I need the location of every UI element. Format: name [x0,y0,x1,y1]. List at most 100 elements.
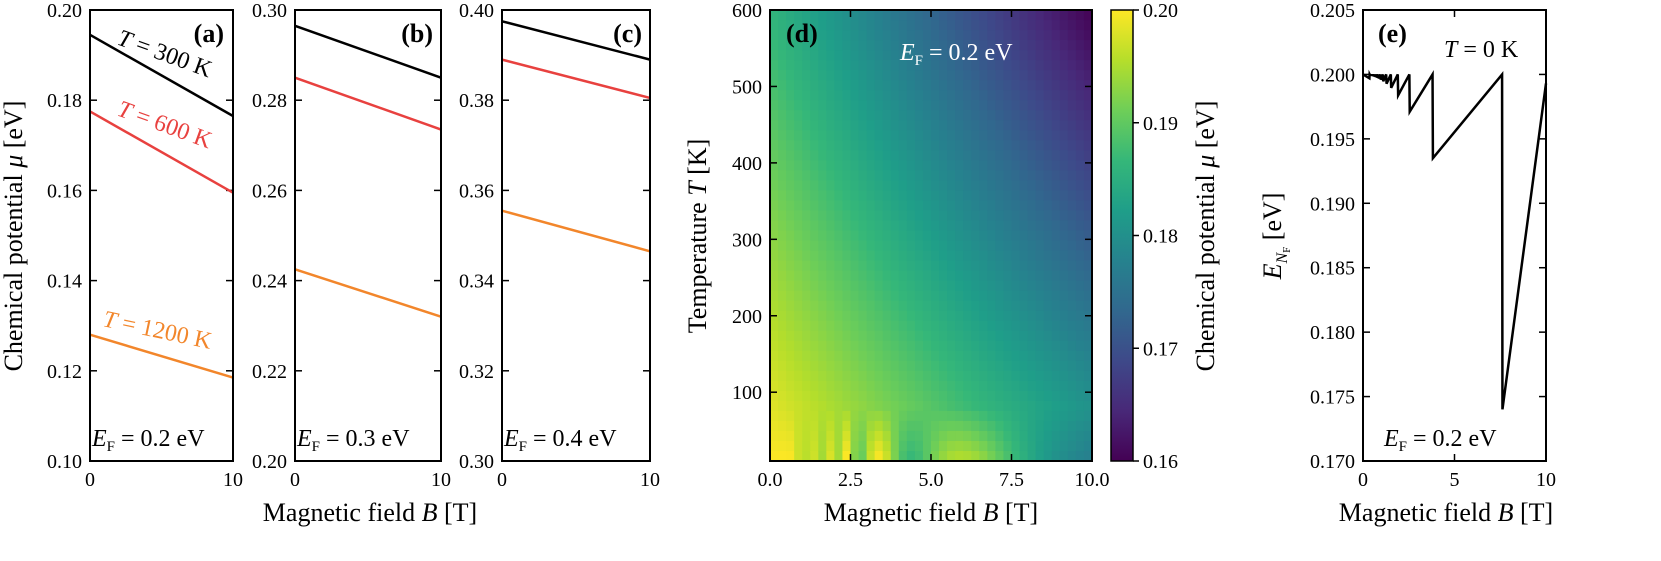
heatmap-cell [810,210,819,222]
heatmap-cell [810,410,819,422]
heatmap-cell [810,260,819,272]
heatmap-cell [922,100,932,111]
heatmap-cell [834,390,844,402]
heatmap-cell [955,200,964,212]
heatmap-cell [963,60,972,71]
heatmap-cell [931,70,940,81]
heatmap-cell [963,400,972,412]
heatmap-cell [786,170,795,181]
heatmap-cell [1067,320,1077,332]
heatmap-cell [963,290,972,302]
heatmap-cell [947,60,956,71]
heatmap-cell [922,180,932,191]
heatmap-cell [931,100,940,111]
heatmap-cell [939,420,948,432]
heatmap-cell [939,160,948,171]
heatmap-cell [1075,30,1085,41]
heatmap-cell [1019,130,1029,141]
heatmap-cell [794,70,803,81]
heatmap-cell [874,80,884,91]
heatmap-cell [794,100,803,111]
heatmap-cell [1051,220,1061,232]
heatmap-cell [826,300,835,312]
heatmap-cell [914,440,924,452]
heatmap-cell [786,260,795,272]
heatmap-cell [818,310,827,322]
heatmap-cell [834,330,844,342]
heatmap-cell [987,30,996,41]
heatmap-cell [995,70,1005,81]
heatmap-cell [1083,110,1093,121]
heatmap-cell [1035,100,1045,111]
heatmap-cell [1075,200,1085,212]
heatmap-cell [971,330,980,342]
heatmap-cell [955,330,964,342]
heatmap-cell [1019,80,1029,91]
heatmap-cell [939,130,948,141]
heatmap-cell [858,390,868,402]
heatmap-cell [1083,80,1093,91]
heatmap-cell [1051,400,1061,412]
heatmap-cell [1051,330,1061,342]
heatmap-cell [931,50,940,61]
heatmap-cell [1027,190,1037,202]
heatmap-cell [1011,410,1021,422]
heatmap-cell [1075,280,1085,292]
heatmap-cell [882,40,892,51]
heatmap-cell [914,160,924,171]
heatmap-cell [834,120,844,131]
x-tick-label: 0 [497,469,507,491]
heatmap-cell [1011,220,1021,232]
heatmap-cell [947,40,956,51]
heatmap-cell [955,350,964,362]
heatmap-cell [947,320,956,332]
heatmap-cell [794,450,803,462]
heatmap-cell [786,100,795,111]
heatmap-cell [882,50,892,61]
heatmap-cell [778,110,787,121]
heatmap-cell [882,310,892,322]
heatmap-cell [1051,440,1061,452]
heatmap-cell [995,100,1005,111]
heatmap-cell [1051,20,1061,31]
heatmap-cell [874,220,884,232]
heatmap-cell [1075,440,1085,452]
heatmap-cell [979,190,988,202]
heatmap-cell [786,430,795,442]
heatmap-cell [866,300,876,312]
heatmap-cell [963,450,972,462]
heatmap-cell [906,190,916,202]
heatmap-cell [955,50,964,61]
heatmap-cell [1043,280,1053,292]
heatmap-cell [770,240,779,252]
heatmap-cell [1011,320,1021,332]
heatmap-cell [987,410,996,422]
heatmap-cell [842,340,852,352]
heatmap-cell [842,90,852,101]
panel-e: 0 5 100.1700.1750.1800.1850.1900.1950.2000… [1258,0,1556,527]
heatmap-cell [1075,150,1085,161]
heatmap-cell [874,200,884,212]
heatmap-cell [890,50,900,61]
heatmap-cell [971,340,980,352]
heatmap-cell [939,20,948,31]
heatmap-cell [778,190,787,202]
heatmap-cell [778,70,787,81]
x-tick-label: 5 [1450,469,1460,491]
heatmap-cell [882,110,892,121]
heatmap-cell [850,300,860,312]
heatmap-cell [866,80,876,91]
heatmap-cell [1051,430,1061,442]
heatmap-cell [1043,100,1053,111]
heatmap-cell [1035,340,1045,352]
heatmap-cell [858,350,868,362]
heatmap-cell [906,130,916,141]
heatmap-cell [794,220,803,232]
heatmap-cell [1083,390,1093,402]
heatmap-cell [866,60,876,71]
heatmap-cell [987,400,996,412]
heatmap-cell [802,300,811,312]
heatmap-cell [818,280,827,292]
heatmap-cell [922,130,932,141]
heatmap-cell [882,30,892,41]
